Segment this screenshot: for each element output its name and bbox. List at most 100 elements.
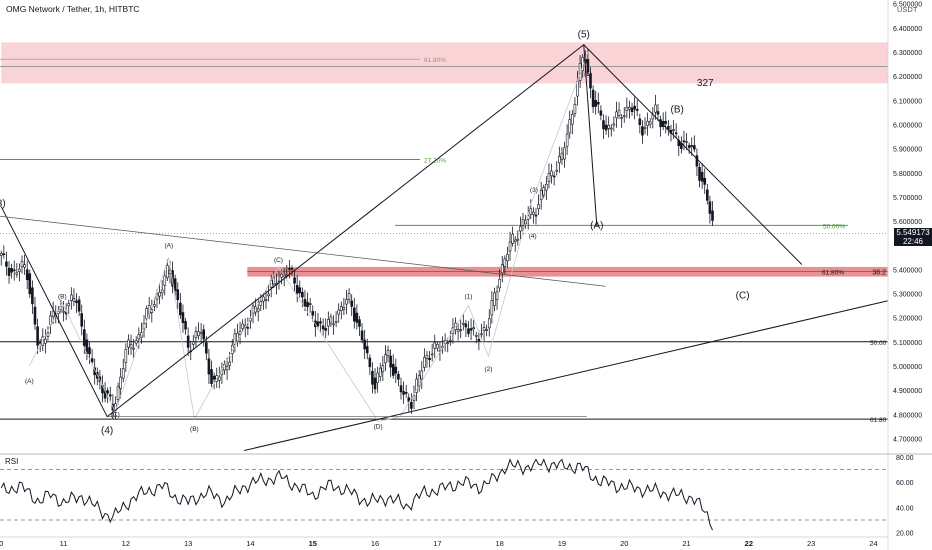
candle-body <box>2 253 6 256</box>
wave-label-6: 327 <box>697 78 714 89</box>
candle-body <box>485 329 488 331</box>
candle-body <box>641 126 644 136</box>
candle-body <box>194 331 198 338</box>
candle-body <box>25 269 29 281</box>
rsi-tick-label: 20.00 <box>896 531 914 538</box>
candle-body <box>176 289 180 300</box>
candle-body <box>352 307 356 322</box>
candle-body <box>708 201 712 214</box>
candle-body <box>446 342 450 344</box>
candle-body <box>423 357 426 368</box>
candle-body <box>210 369 213 384</box>
candle-body <box>324 328 328 331</box>
candle-body <box>542 187 546 196</box>
candle-body <box>609 127 613 130</box>
candle-body <box>371 370 374 385</box>
y-tick-label: 5.000000 <box>893 364 922 371</box>
y-tick-label: 4.700000 <box>893 436 922 443</box>
resistance-line <box>0 215 606 287</box>
x-tick-label: 14 <box>246 539 254 548</box>
candle-body <box>474 335 478 337</box>
candle-body <box>433 342 437 349</box>
candle-body <box>238 330 242 335</box>
candle-body <box>586 59 590 73</box>
candle-body <box>602 120 605 130</box>
candle-body <box>256 308 260 312</box>
candle-body <box>67 303 71 307</box>
rsi-tick-label: 40.00 <box>896 505 914 512</box>
candle-body <box>552 175 556 178</box>
candle-body <box>197 331 200 336</box>
candle-body <box>576 80 579 97</box>
candle-body <box>389 355 392 368</box>
wave-label-5: 3) <box>0 199 6 210</box>
candle-body <box>467 328 470 334</box>
candle-body <box>425 354 429 359</box>
candle-body <box>155 293 159 300</box>
last-price-value: 5.549173 <box>896 228 930 237</box>
candle-body <box>456 329 460 332</box>
candle-body <box>472 327 475 329</box>
candle-body <box>589 73 592 89</box>
candle-body <box>521 219 525 226</box>
candle-body <box>477 338 481 342</box>
candle-body <box>329 316 333 324</box>
candle-body <box>327 319 330 327</box>
candle-body <box>90 358 94 363</box>
candle-body <box>251 305 255 315</box>
candle-body <box>7 267 11 276</box>
candle-body <box>5 261 8 267</box>
y-tick-label: 6.000000 <box>893 122 922 129</box>
candle-body <box>345 299 348 305</box>
candle-body <box>648 121 652 125</box>
x-tick-label: 17 <box>433 539 441 548</box>
candle-body <box>682 140 686 143</box>
wave-label-7: (A) <box>25 378 34 385</box>
candle-body <box>217 376 221 381</box>
candle-body <box>399 385 403 393</box>
candle-body <box>0 253 3 256</box>
candle-body <box>591 89 595 108</box>
candle-body <box>303 299 307 307</box>
candle-body <box>62 310 65 313</box>
candle-body <box>469 328 473 331</box>
candle-body <box>137 334 141 340</box>
candle-body <box>391 363 395 376</box>
rsi-tick-label: 60.00 <box>896 480 914 487</box>
candle-body <box>534 214 538 217</box>
candle-body <box>511 233 514 244</box>
x-tick-label: 18 <box>495 539 503 548</box>
candle-body <box>529 208 533 215</box>
candle-body <box>290 268 294 270</box>
candle-body <box>153 304 156 307</box>
candle-body <box>633 105 636 110</box>
x-tick-label: 21 <box>682 539 690 548</box>
level-label-6: 50.00 <box>870 340 887 347</box>
wave-label-16: (3) <box>530 187 538 194</box>
candle-body <box>342 306 346 310</box>
candle-body <box>160 289 164 294</box>
candle-body <box>36 326 39 346</box>
candle-body <box>516 238 520 241</box>
candle-body <box>539 190 543 201</box>
candle-body <box>630 107 634 113</box>
candle-body <box>578 62 582 81</box>
candle-body <box>381 365 385 373</box>
candle-body <box>70 294 73 301</box>
candle-body <box>376 372 379 383</box>
wave-label-14: (1) <box>465 293 473 300</box>
candle-body <box>106 390 109 394</box>
candle-body <box>394 366 398 374</box>
candle-body <box>119 376 122 389</box>
candle-body <box>163 275 167 286</box>
wave-label-2: (B) <box>671 104 684 115</box>
candle-body <box>295 285 299 294</box>
candle-body <box>412 394 416 401</box>
y-tick-label: 5.800000 <box>893 171 922 178</box>
candle-body <box>10 267 13 273</box>
wave-label-4: (4) <box>101 426 113 437</box>
candle-body <box>233 333 237 345</box>
candle-body <box>487 318 491 329</box>
candle-body <box>558 156 561 163</box>
